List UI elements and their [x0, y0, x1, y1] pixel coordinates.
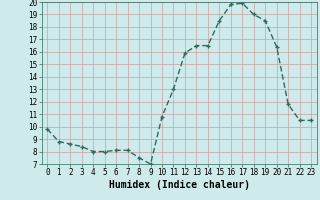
- X-axis label: Humidex (Indice chaleur): Humidex (Indice chaleur): [109, 180, 250, 190]
